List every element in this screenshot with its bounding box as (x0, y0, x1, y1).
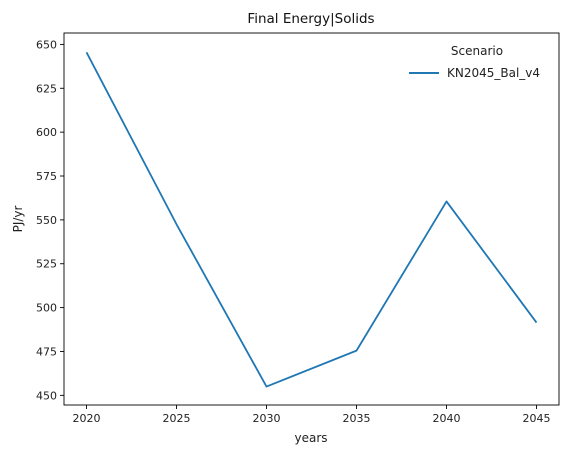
legend-title: Scenario (451, 44, 503, 58)
y-tick-label: 550 (36, 214, 57, 227)
y-tick-label: 525 (36, 258, 57, 271)
x-axis-label: years (294, 431, 327, 445)
x-tick-label: 2035 (343, 412, 371, 425)
y-tick-label: 600 (36, 126, 57, 139)
x-tick-label: 2030 (253, 412, 281, 425)
y-tick-label: 650 (36, 38, 57, 51)
y-tick-label: 475 (36, 345, 57, 358)
y-axis-label: PJ/yr (11, 206, 25, 233)
series-line-0 (85, 51, 538, 388)
legend-entry-label: KN2045_Bal_v4 (447, 66, 540, 80)
y-tick-label: 625 (36, 82, 57, 95)
chart-title: Final Energy|Solids (247, 11, 374, 27)
y-tick-label: 500 (36, 302, 57, 315)
x-tick-label: 2025 (163, 412, 191, 425)
x-axis: 2020 2025 2030 2035 2040 2045 (73, 405, 551, 425)
plot-area (63, 32, 560, 406)
plot-frame (63, 32, 560, 406)
x-tick-label: 2020 (73, 412, 101, 425)
y-axis: 450 475 500 525 550 575 600 625 650 (36, 38, 64, 402)
x-tick-label: 2040 (433, 412, 461, 425)
series-layer (85, 51, 538, 388)
y-tick-label: 575 (36, 170, 57, 183)
y-tick-label: 450 (36, 389, 57, 402)
legend: Scenario KN2045_Bal_v4 (409, 44, 540, 80)
x-tick-label: 2045 (523, 412, 551, 425)
